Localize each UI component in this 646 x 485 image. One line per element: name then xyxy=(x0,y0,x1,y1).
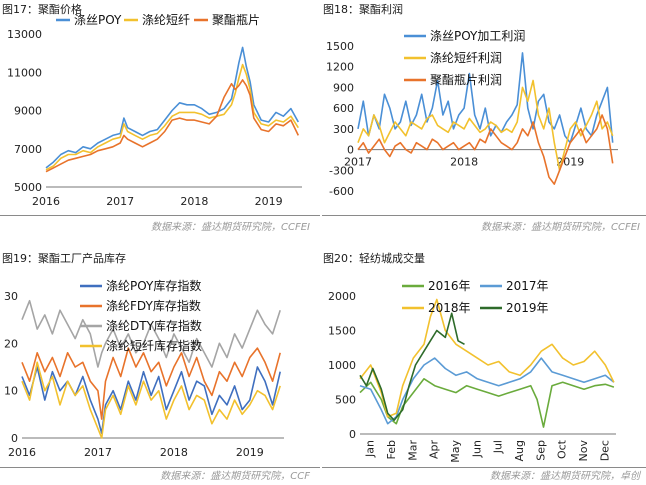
chart4-plot: 0 500 1000 1500 2000 Jan Feb Mar Apr May Jun Jul Aug… xyxy=(328,279,616,463)
y-tick-label: 11000 xyxy=(7,66,42,79)
chart4-separator xyxy=(322,467,646,468)
chart4-source: 数据来源：盛达期货研究院，卓创 xyxy=(490,471,640,482)
legend-label: 涤纶短纤利润 xyxy=(430,51,502,65)
legend-label: 涤丝POY加工利润 xyxy=(430,29,525,43)
chart3-plot: 0 10 20 30 2016 2017 2018 2019 涤纶POY库存指数涤纶FDY库存指… xyxy=(4,278,284,459)
chart2-title: 图18：聚酯利润 xyxy=(323,3,403,16)
series-line xyxy=(357,114,614,185)
x-tick-label: 2016 xyxy=(8,446,36,459)
x-tick-label: Jun xyxy=(470,440,483,458)
legend-label: 2016年 xyxy=(428,279,471,293)
series-line xyxy=(357,79,614,172)
x-tick-label: 2019 xyxy=(255,195,283,208)
x-tick-label: 2017 xyxy=(106,195,134,208)
series-line xyxy=(21,299,281,368)
y-tick-label: 500 xyxy=(335,394,356,407)
x-tick-label: Nov xyxy=(577,440,590,462)
series-line xyxy=(21,347,281,420)
legend-label: 涤纶DTY库存指数 xyxy=(106,318,202,333)
x-tick-label: Feb xyxy=(385,440,398,459)
series-line xyxy=(359,357,615,425)
x-tick-label: May xyxy=(449,440,462,463)
chart1-separator xyxy=(0,215,320,216)
x-tick-label: Apr xyxy=(428,440,441,460)
series-line xyxy=(21,361,281,439)
x-tick-label: Aug xyxy=(513,440,526,461)
y-tick-label: 1500 xyxy=(326,40,354,53)
y-tick-label: 1000 xyxy=(328,359,356,372)
x-tick-label: 2018 xyxy=(450,156,478,169)
series-line xyxy=(45,63,299,171)
legend-label: 涤纶FDY库存指数 xyxy=(106,298,201,313)
chart3-title: 图19：聚酯工厂产品库存 xyxy=(2,252,126,265)
x-tick-label: Jul xyxy=(492,440,505,454)
series-line xyxy=(45,79,300,173)
legend-label: 涤丝POY xyxy=(74,14,122,27)
x-tick-label: Sep xyxy=(534,440,547,461)
legend-label: 涤纶POY库存指数 xyxy=(106,278,201,293)
y-tick-label: -600 xyxy=(329,185,354,198)
y-tick-label: 0 xyxy=(349,428,356,441)
x-tick-label: 2017 xyxy=(344,156,372,169)
y-tick-label: 9000 xyxy=(14,105,42,118)
y-tick-label: -300 xyxy=(329,164,354,177)
chart3-source: 数据来源：盛达期货研究院，CCF xyxy=(160,471,310,482)
legend-label: 涤纶短纤 xyxy=(142,14,190,27)
chart1-source: 数据来源：盛达期货研究院，CCFEI xyxy=(151,222,310,233)
chart2-source: 数据来源：盛达期货研究院，CCFEI xyxy=(481,222,640,233)
x-tick-label: Jan xyxy=(364,440,377,458)
x-tick-label: 2018 xyxy=(180,195,208,208)
series-line xyxy=(359,312,465,421)
y-tick-label: 13000 xyxy=(7,28,42,41)
series-line xyxy=(45,46,300,169)
series-line xyxy=(359,298,615,418)
series-line xyxy=(359,378,615,428)
y-tick-label: 20 xyxy=(4,337,18,350)
x-tick-label: Mar xyxy=(406,440,419,461)
y-tick-label: 1200 xyxy=(326,61,354,74)
y-tick-label: 10 xyxy=(4,385,18,398)
legend-label: 聚酯瓶片利润 xyxy=(430,73,502,87)
legend-label: 2019年 xyxy=(506,301,549,315)
y-tick-label: 1500 xyxy=(328,325,356,338)
y-tick-label: 2000 xyxy=(328,290,356,303)
chart4-title: 图20：轻纺城成交量 xyxy=(323,252,425,265)
y-tick-label: 0 xyxy=(11,432,18,445)
x-tick-label: 2018 xyxy=(160,446,188,459)
legend-label: 涤纶短纤库存指数 xyxy=(106,338,202,353)
legend-label: 聚酯瓶片 xyxy=(212,14,260,27)
y-tick-label: 0 xyxy=(347,144,354,157)
y-tick-label: 5000 xyxy=(14,181,42,194)
x-tick-label: 2019 xyxy=(236,446,264,459)
x-tick-label: 2016 xyxy=(32,195,60,208)
legend-label: 2017年 xyxy=(506,279,549,293)
x-tick-label: 2017 xyxy=(84,446,112,459)
chart1-title: 图17：聚酯价格 xyxy=(2,3,82,16)
y-tick-label: 7000 xyxy=(14,143,42,156)
y-tick-label: 900 xyxy=(333,81,354,94)
chart3-separator xyxy=(0,467,320,468)
y-tick-label: 600 xyxy=(333,102,354,115)
chart1-plot: 5000 7000 9000 11000 13000 2016 2017 2018 2019 涤丝… xyxy=(7,14,302,208)
y-tick-label: 300 xyxy=(333,123,354,136)
y-tick-label: 30 xyxy=(4,290,18,303)
x-tick-label: Oct xyxy=(556,439,569,459)
x-tick-label: Dec xyxy=(598,440,611,461)
legend-label: 2018年 xyxy=(428,301,471,315)
chart2-separator xyxy=(322,215,646,216)
